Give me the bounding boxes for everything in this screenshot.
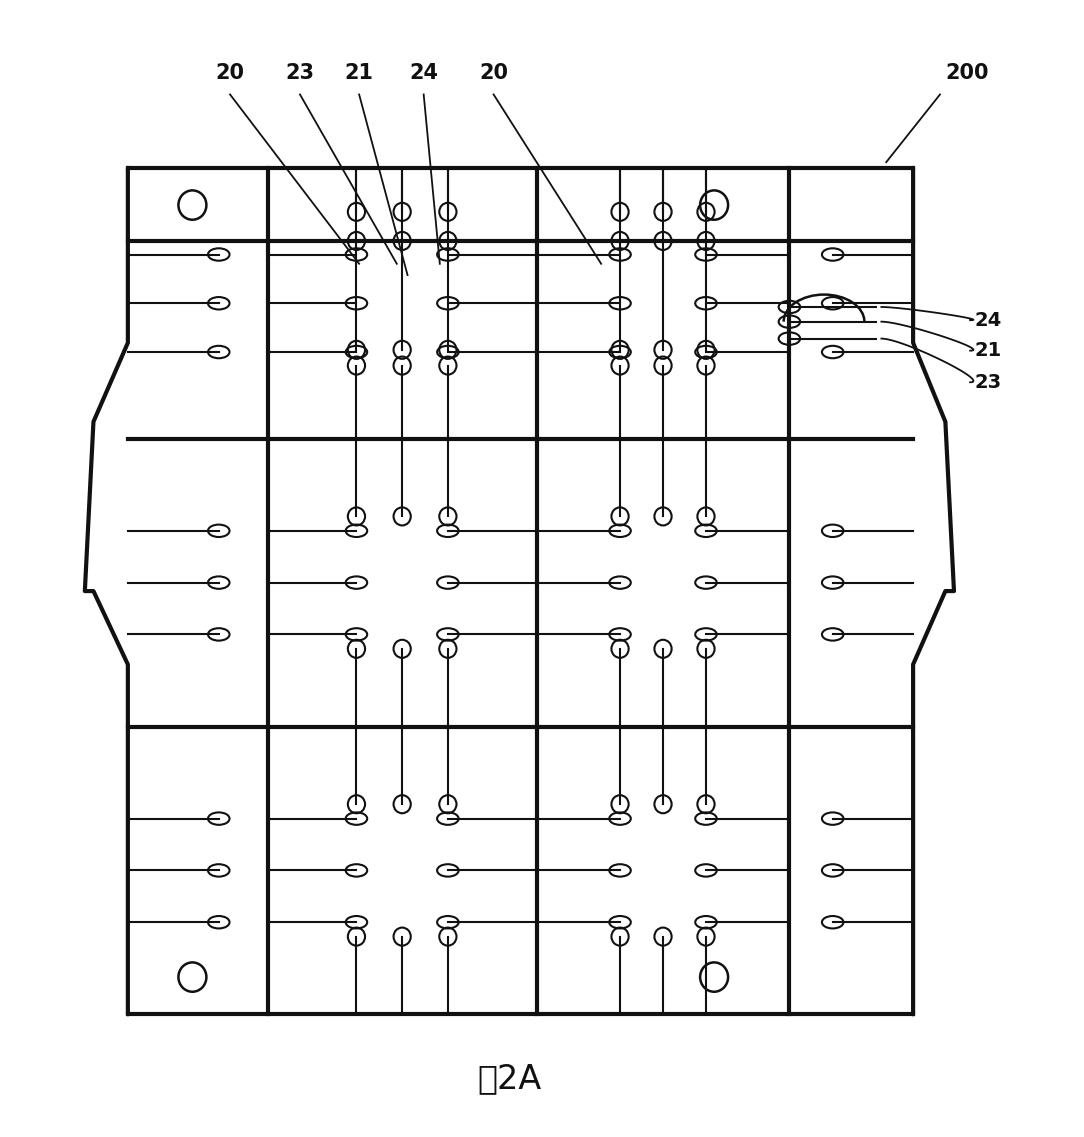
Text: 24: 24 [409, 64, 438, 83]
Text: 图2A: 图2A [478, 1062, 542, 1095]
Text: 21: 21 [345, 64, 374, 83]
Text: 20: 20 [216, 64, 245, 83]
Text: 23: 23 [285, 64, 314, 83]
Text: 24: 24 [975, 310, 1002, 330]
Text: 21: 21 [975, 341, 1002, 360]
Text: 23: 23 [975, 373, 1002, 392]
Text: 20: 20 [479, 64, 508, 83]
Text: 200: 200 [945, 64, 989, 83]
